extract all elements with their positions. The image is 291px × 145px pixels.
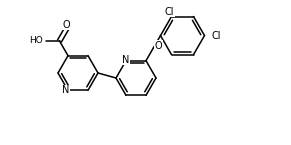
Text: O: O bbox=[63, 20, 70, 30]
Text: O: O bbox=[155, 41, 162, 51]
Text: Cl: Cl bbox=[212, 31, 221, 41]
Text: HO: HO bbox=[29, 36, 42, 45]
Text: N: N bbox=[122, 55, 130, 65]
Text: N: N bbox=[62, 85, 70, 95]
Text: Cl: Cl bbox=[165, 7, 174, 17]
